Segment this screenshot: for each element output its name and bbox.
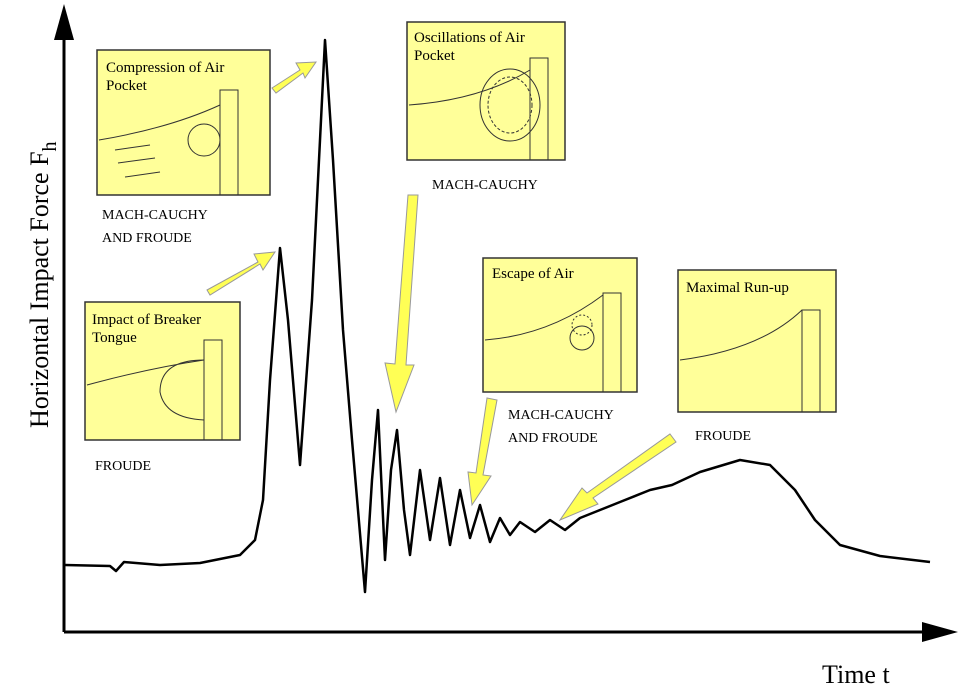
y-label-main: Horizontal Impact Force F: [25, 151, 54, 428]
pointer-arrow: [468, 398, 497, 505]
panel-title: Pocket: [414, 48, 456, 64]
y-label-sub: h: [39, 141, 61, 151]
panel-caption: MACH-CAUCHY: [432, 178, 538, 193]
y-axis-label: Horizontal Impact Force Fh: [25, 141, 61, 428]
x-axis-label: Time t: [822, 660, 890, 689]
panel-caption: MACH-CAUCHY: [508, 408, 614, 423]
panel-title: Tongue: [92, 330, 137, 346]
panel-caption: AND FROUDE: [508, 431, 598, 446]
panel-caption: MACH-CAUCHY: [102, 208, 208, 223]
x-axis-arrow: [922, 622, 958, 642]
panel-title: Pocket: [106, 78, 148, 94]
panel-caption: FROUDE: [695, 429, 751, 444]
panel-title: Maximal Run-up: [686, 280, 789, 296]
pointer-arrow: [560, 434, 676, 520]
panel-caption: FROUDE: [95, 459, 151, 474]
pointer-arrow: [272, 62, 316, 93]
panel-title: Escape of Air: [492, 266, 574, 282]
panel-title: Oscillations of Air: [414, 30, 525, 46]
y-axis-arrow: [54, 4, 74, 40]
pointer-arrow: [385, 195, 418, 412]
panel-title: Compression of Air: [106, 60, 224, 76]
diagram: Horizontal Impact Force Fh Time t Impact…: [0, 0, 961, 690]
panel-title: Impact of Breaker: [92, 312, 201, 328]
panel-caption: AND FROUDE: [102, 231, 192, 246]
pointer-arrow: [207, 252, 275, 295]
